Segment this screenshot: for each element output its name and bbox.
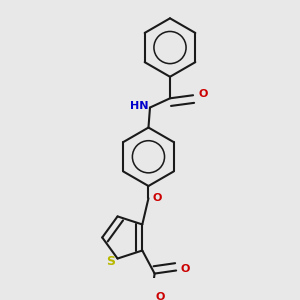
Text: S: S bbox=[106, 254, 115, 268]
Text: HN: HN bbox=[130, 101, 148, 111]
Text: O: O bbox=[152, 193, 161, 203]
Text: O: O bbox=[199, 89, 208, 99]
Text: O: O bbox=[181, 264, 190, 274]
Text: O: O bbox=[155, 292, 165, 300]
